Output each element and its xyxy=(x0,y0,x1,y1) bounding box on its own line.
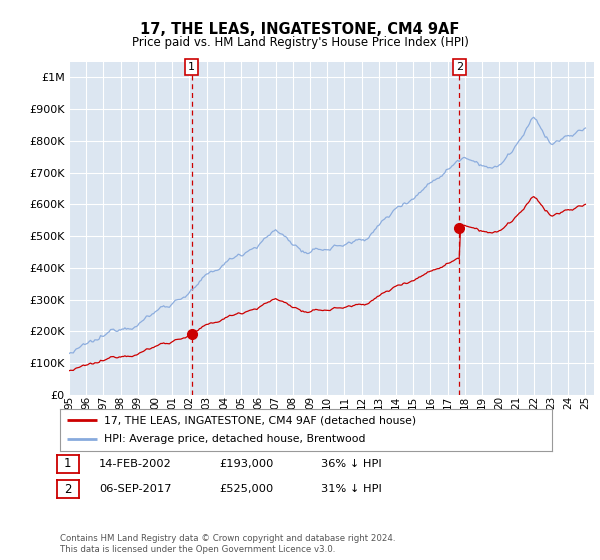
Text: 17, THE LEAS, INGATESTONE, CM4 9AF (detached house): 17, THE LEAS, INGATESTONE, CM4 9AF (deta… xyxy=(104,415,416,425)
Text: 2: 2 xyxy=(64,483,71,496)
Text: 2: 2 xyxy=(456,62,463,72)
Text: Price paid vs. HM Land Registry's House Price Index (HPI): Price paid vs. HM Land Registry's House … xyxy=(131,36,469,49)
Text: 14-FEB-2002: 14-FEB-2002 xyxy=(99,459,172,469)
Text: £525,000: £525,000 xyxy=(219,484,273,494)
Text: Contains HM Land Registry data © Crown copyright and database right 2024.
This d: Contains HM Land Registry data © Crown c… xyxy=(60,534,395,554)
Text: 31% ↓ HPI: 31% ↓ HPI xyxy=(321,484,382,494)
Text: 17, THE LEAS, INGATESTONE, CM4 9AF: 17, THE LEAS, INGATESTONE, CM4 9AF xyxy=(140,22,460,38)
Text: 36% ↓ HPI: 36% ↓ HPI xyxy=(321,459,382,469)
Text: HPI: Average price, detached house, Brentwood: HPI: Average price, detached house, Bren… xyxy=(104,435,366,445)
Text: 1: 1 xyxy=(188,62,195,72)
Text: 06-SEP-2017: 06-SEP-2017 xyxy=(99,484,172,494)
Text: £193,000: £193,000 xyxy=(219,459,274,469)
Text: 1: 1 xyxy=(64,458,71,470)
